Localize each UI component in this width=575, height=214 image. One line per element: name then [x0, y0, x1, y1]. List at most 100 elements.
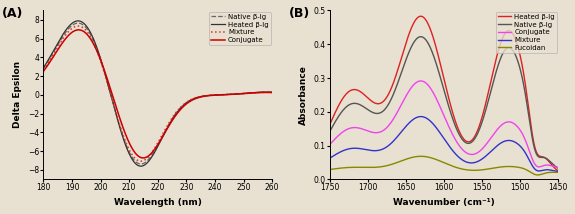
Conjugate — [237, 92, 244, 95]
Conjugate — [340, 130, 347, 133]
Conjugate — [269, 91, 275, 94]
Mixture — [75, 25, 82, 27]
Line: Native β-lg: Native β-lg — [43, 23, 272, 164]
Conjugate — [472, 152, 479, 155]
Mixture — [523, 154, 530, 157]
Heated β-lg — [340, 96, 347, 98]
Native β-lg — [459, 139, 466, 141]
Conjugate — [186, 100, 193, 103]
Text: (A): (A) — [2, 7, 24, 20]
Native β-lg — [237, 92, 244, 95]
Legend: Heated β-lg, Native β-lg, Conjugate, Mixture, Fucoidan: Heated β-lg, Native β-lg, Conjugate, Mix… — [496, 12, 557, 53]
Heated β-lg — [137, 165, 144, 168]
X-axis label: Wavenumber (cm⁻¹): Wavenumber (cm⁻¹) — [393, 198, 495, 207]
Conjugate — [54, 49, 61, 52]
Mixture — [555, 170, 562, 173]
Fucoidan — [500, 165, 507, 168]
Mixture — [237, 92, 244, 95]
Line: Fucoidan: Fucoidan — [329, 156, 558, 175]
Mixture — [186, 99, 193, 102]
Native β-lg — [40, 67, 47, 70]
Native β-lg — [555, 167, 562, 170]
Fucoidan — [534, 174, 541, 176]
Mixture — [173, 110, 180, 113]
Native β-lg — [465, 142, 472, 145]
Y-axis label: Absorbance: Absorbance — [299, 65, 308, 125]
Heated β-lg — [237, 92, 244, 95]
Heated β-lg — [173, 111, 180, 114]
Fucoidan — [459, 168, 466, 170]
Heated β-lg — [40, 67, 47, 69]
Line: Mixture: Mixture — [43, 26, 272, 161]
Conjugate — [555, 166, 562, 169]
Heated β-lg — [523, 94, 530, 97]
Heated β-lg — [555, 170, 562, 172]
Conjugate — [465, 153, 472, 155]
Native β-lg — [340, 108, 347, 111]
Mixture — [326, 157, 333, 159]
Native β-lg — [214, 94, 221, 96]
Native β-lg — [137, 163, 144, 165]
Heated β-lg — [459, 137, 466, 139]
Native β-lg — [326, 130, 333, 133]
Native β-lg — [173, 111, 180, 113]
Conjugate — [417, 80, 424, 82]
Line: Conjugate: Conjugate — [43, 30, 272, 158]
Mixture — [54, 46, 61, 49]
Fucoidan — [417, 155, 424, 158]
Line: Heated β-lg: Heated β-lg — [43, 21, 272, 166]
Mixture — [179, 104, 186, 106]
Heated β-lg — [186, 100, 193, 102]
Conjugate — [173, 113, 180, 115]
Fucoidan — [465, 169, 472, 171]
Fucoidan — [555, 171, 562, 174]
Native β-lg — [523, 103, 530, 105]
Native β-lg — [186, 99, 193, 102]
Line: Heated β-lg: Heated β-lg — [329, 16, 558, 171]
Heated β-lg — [417, 15, 424, 18]
Native β-lg — [500, 51, 507, 54]
Fucoidan — [472, 169, 479, 172]
Conjugate — [75, 28, 82, 31]
Native β-lg — [472, 136, 479, 138]
Conjugate — [140, 157, 147, 159]
Mixture — [214, 94, 221, 96]
Native β-lg — [179, 104, 186, 107]
Mixture — [417, 115, 424, 118]
Mixture — [137, 160, 144, 162]
Mixture — [459, 159, 466, 162]
Heated β-lg — [75, 20, 82, 22]
Text: (B): (B) — [289, 7, 310, 20]
Conjugate — [500, 122, 507, 125]
Mixture — [500, 140, 507, 143]
Heated β-lg — [54, 42, 61, 45]
Conjugate — [523, 143, 530, 145]
Conjugate — [326, 143, 333, 146]
Conjugate — [214, 94, 221, 96]
Conjugate — [40, 70, 47, 73]
Mixture — [40, 68, 47, 71]
Heated β-lg — [214, 94, 221, 96]
Legend: Native β-lg, Heated β-lg, Mixture, Conjugate: Native β-lg, Heated β-lg, Mixture, Conju… — [209, 12, 271, 45]
Heated β-lg — [500, 35, 507, 37]
Mixture — [465, 161, 472, 164]
Native β-lg — [417, 35, 424, 38]
Line: Native β-lg: Native β-lg — [329, 37, 558, 168]
Fucoidan — [326, 168, 333, 171]
X-axis label: Wavelength (nm): Wavelength (nm) — [114, 198, 202, 207]
Heated β-lg — [326, 123, 333, 126]
Native β-lg — [54, 44, 61, 46]
Heated β-lg — [179, 105, 186, 107]
Y-axis label: Delta Epsilon: Delta Epsilon — [13, 61, 22, 128]
Heated β-lg — [465, 141, 472, 143]
Line: Mixture: Mixture — [329, 117, 558, 171]
Conjugate — [459, 149, 466, 151]
Line: Conjugate: Conjugate — [329, 81, 558, 168]
Native β-lg — [269, 91, 275, 94]
Heated β-lg — [269, 91, 275, 94]
Mixture — [472, 161, 479, 163]
Fucoidan — [340, 166, 347, 169]
Native β-lg — [75, 22, 82, 24]
Mixture — [340, 149, 347, 152]
Conjugate — [179, 106, 186, 108]
